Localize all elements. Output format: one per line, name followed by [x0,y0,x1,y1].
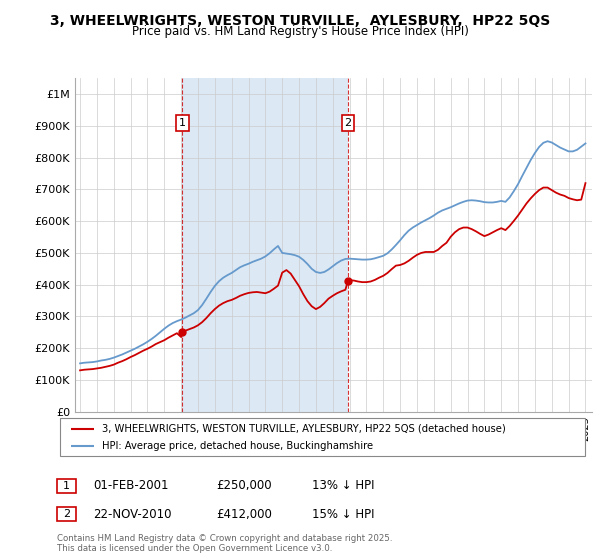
Text: 3, WHEELWRIGHTS, WESTON TURVILLE,  AYLESBURY,  HP22 5QS: 3, WHEELWRIGHTS, WESTON TURVILLE, AYLESB… [50,14,550,28]
Text: 1: 1 [63,480,70,491]
Text: £250,000: £250,000 [216,479,272,492]
Text: HPI: Average price, detached house, Buckinghamshire: HPI: Average price, detached house, Buck… [102,441,373,451]
Bar [182,78,348,412]
Text: Contains HM Land Registry data © Crown copyright and database right 2025.
This d: Contains HM Land Registry data © Crown c… [57,534,392,553]
Text: 15% ↓ HPI: 15% ↓ HPI [312,507,374,521]
Text: 2: 2 [63,509,70,519]
Text: 2: 2 [344,118,352,128]
Text: Price paid vs. HM Land Registry's House Price Index (HPI): Price paid vs. HM Land Registry's House … [131,25,469,38]
Text: 3, WHEELWRIGHTS, WESTON TURVILLE, AYLESBURY, HP22 5QS (detached house): 3, WHEELWRIGHTS, WESTON TURVILLE, AYLESB… [102,423,506,433]
Text: £412,000: £412,000 [216,507,272,521]
Text: 01-FEB-2001: 01-FEB-2001 [93,479,169,492]
Text: 1: 1 [179,118,186,128]
Text: 22-NOV-2010: 22-NOV-2010 [93,507,172,521]
Text: 13% ↓ HPI: 13% ↓ HPI [312,479,374,492]
FancyBboxPatch shape [57,507,76,521]
FancyBboxPatch shape [57,478,76,493]
FancyBboxPatch shape [60,418,585,456]
